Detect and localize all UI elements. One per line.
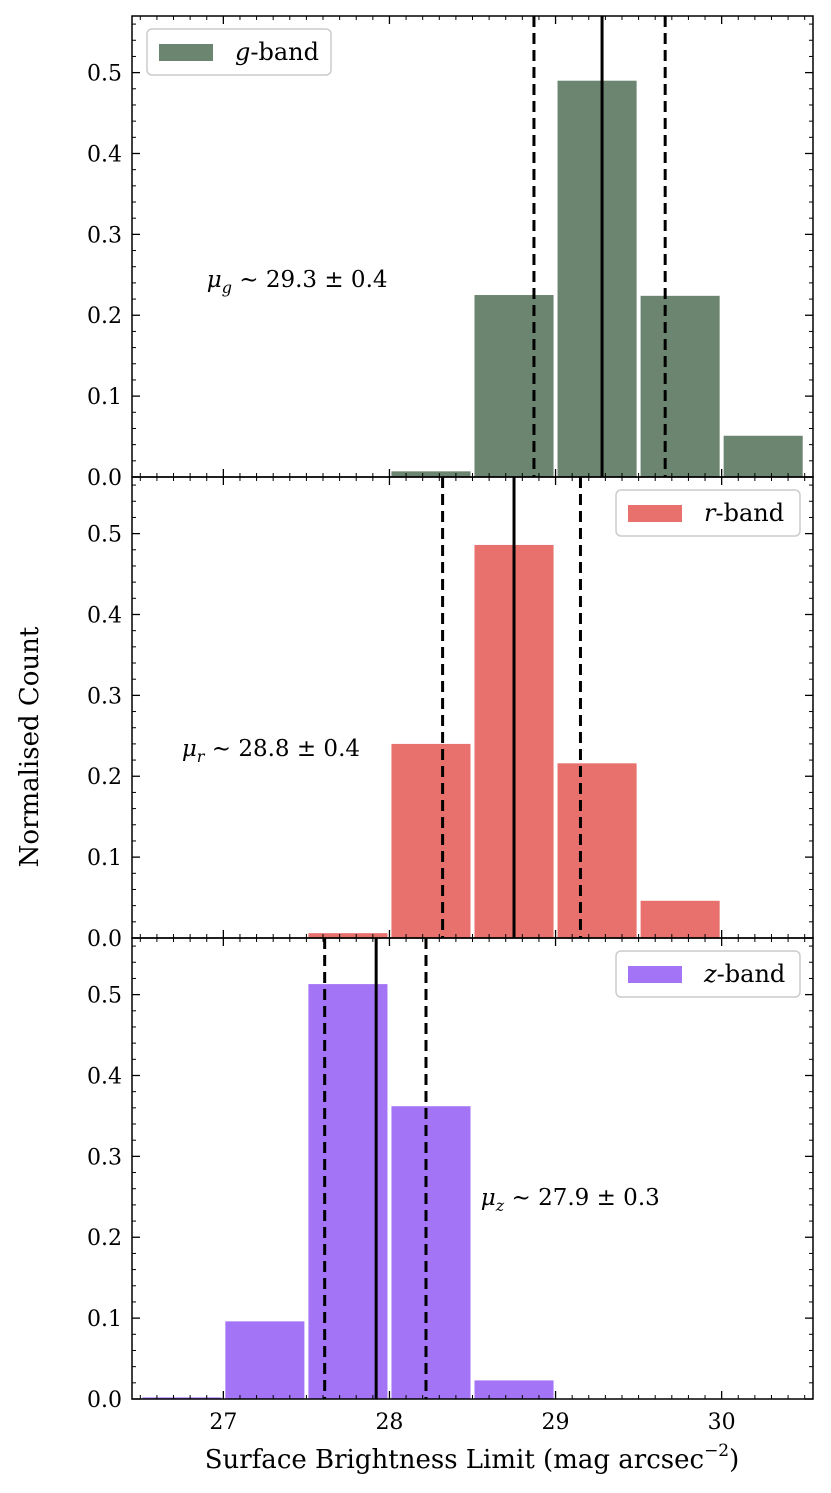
r-band-axes-frame	[131, 476, 814, 939]
g-band-annotation: μg ∼ 29.3 ± 0.4	[207, 267, 388, 297]
g-band-ytick-label-5: 0.5	[87, 62, 122, 87]
z-band-bar-0	[142, 1397, 222, 1399]
g-band-bar-0	[391, 471, 471, 477]
g-band-bar-3	[640, 295, 720, 477]
r-band-bar-3	[557, 763, 637, 938]
g-band-bar-1	[474, 295, 554, 477]
panel-r-band: 0.0 0.1 0.2 0.3 0.4 0.5 r-band μr ∼ 28.8 ± 0.4	[87, 476, 814, 952]
z-band-ytick-label-0: 0.0	[87, 1388, 122, 1413]
g-band-ytick-label-0: 0.0	[87, 466, 122, 491]
r-band-bar-4	[640, 900, 720, 938]
z-band-ytick-label-3: 0.3	[87, 1145, 122, 1170]
g-band-legend-label: g-band	[235, 38, 319, 66]
g-band-legend-swatch	[159, 44, 213, 61]
z-band-legend-box	[615, 950, 801, 998]
z-band-bar-1	[225, 1321, 305, 1399]
g-band-ytick-label-3: 0.3	[87, 223, 122, 248]
panel-g-band: 0.0 0.1 0.2 0.3 0.4 0.5 g-band μg ∼ 29.3 ± 0.4	[87, 15, 814, 491]
xtick-label-1: 28	[375, 1410, 403, 1435]
y-axis-label: Normalised Count	[15, 626, 45, 867]
r-band-ytick-label-1: 0.1	[87, 846, 122, 871]
z-band-ytick-label-1: 0.1	[87, 1307, 122, 1332]
r-band-annotation: μr ∼ 28.8 ± 0.4	[182, 736, 360, 766]
r-band-ytick-label-5: 0.5	[87, 523, 122, 548]
z-band-legend-label: z-band	[703, 960, 785, 988]
g-band-legend-box	[146, 28, 332, 76]
z-band-annotation: μz ∼ 27.9 ± 0.3	[481, 1185, 660, 1215]
r-band-legend-swatch	[628, 505, 682, 522]
g-band-bar-4	[723, 435, 803, 477]
r-band-legend-label: r-band	[704, 499, 784, 527]
z-band-ytick-label-2: 0.2	[87, 1226, 122, 1251]
g-band-ytick-label-2: 0.2	[87, 304, 122, 329]
xtick-label-3: 30	[708, 1410, 736, 1435]
z-band-bar-4	[474, 1380, 554, 1399]
z-band-ytick-label-4: 0.4	[87, 1064, 122, 1089]
z-band-bar-2	[308, 984, 388, 1399]
r-band-ytick-label-4: 0.4	[87, 603, 122, 628]
z-band-ytick-label-5: 0.5	[87, 984, 122, 1009]
r-band-ytick-label-2: 0.2	[87, 765, 122, 790]
xtick-label-2: 29	[542, 1410, 570, 1435]
g-band-ytick-label-1: 0.1	[87, 385, 122, 410]
x-axis-label: Surface Brightness Limit (mag arcsec−2)	[205, 1441, 740, 1475]
r-band-ytick-label-0: 0.0	[87, 927, 122, 952]
r-band-ytick-label-3: 0.3	[87, 684, 122, 709]
z-band-legend-swatch	[628, 966, 682, 983]
r-band-bar-0	[308, 933, 388, 938]
z-band-bar-3	[391, 1106, 471, 1399]
r-band-legend-box	[615, 489, 801, 537]
xtick-label-0: 27	[209, 1410, 237, 1435]
g-band-bar-2	[557, 80, 637, 477]
panel-z-band: 0.0 0.1 0.2 0.3 0.4 0.5 27 28 29 30 z-band μz ∼ 27.…	[87, 937, 814, 1435]
r-band-bar-1	[391, 743, 471, 938]
g-band-ytick-label-4: 0.4	[87, 142, 122, 167]
